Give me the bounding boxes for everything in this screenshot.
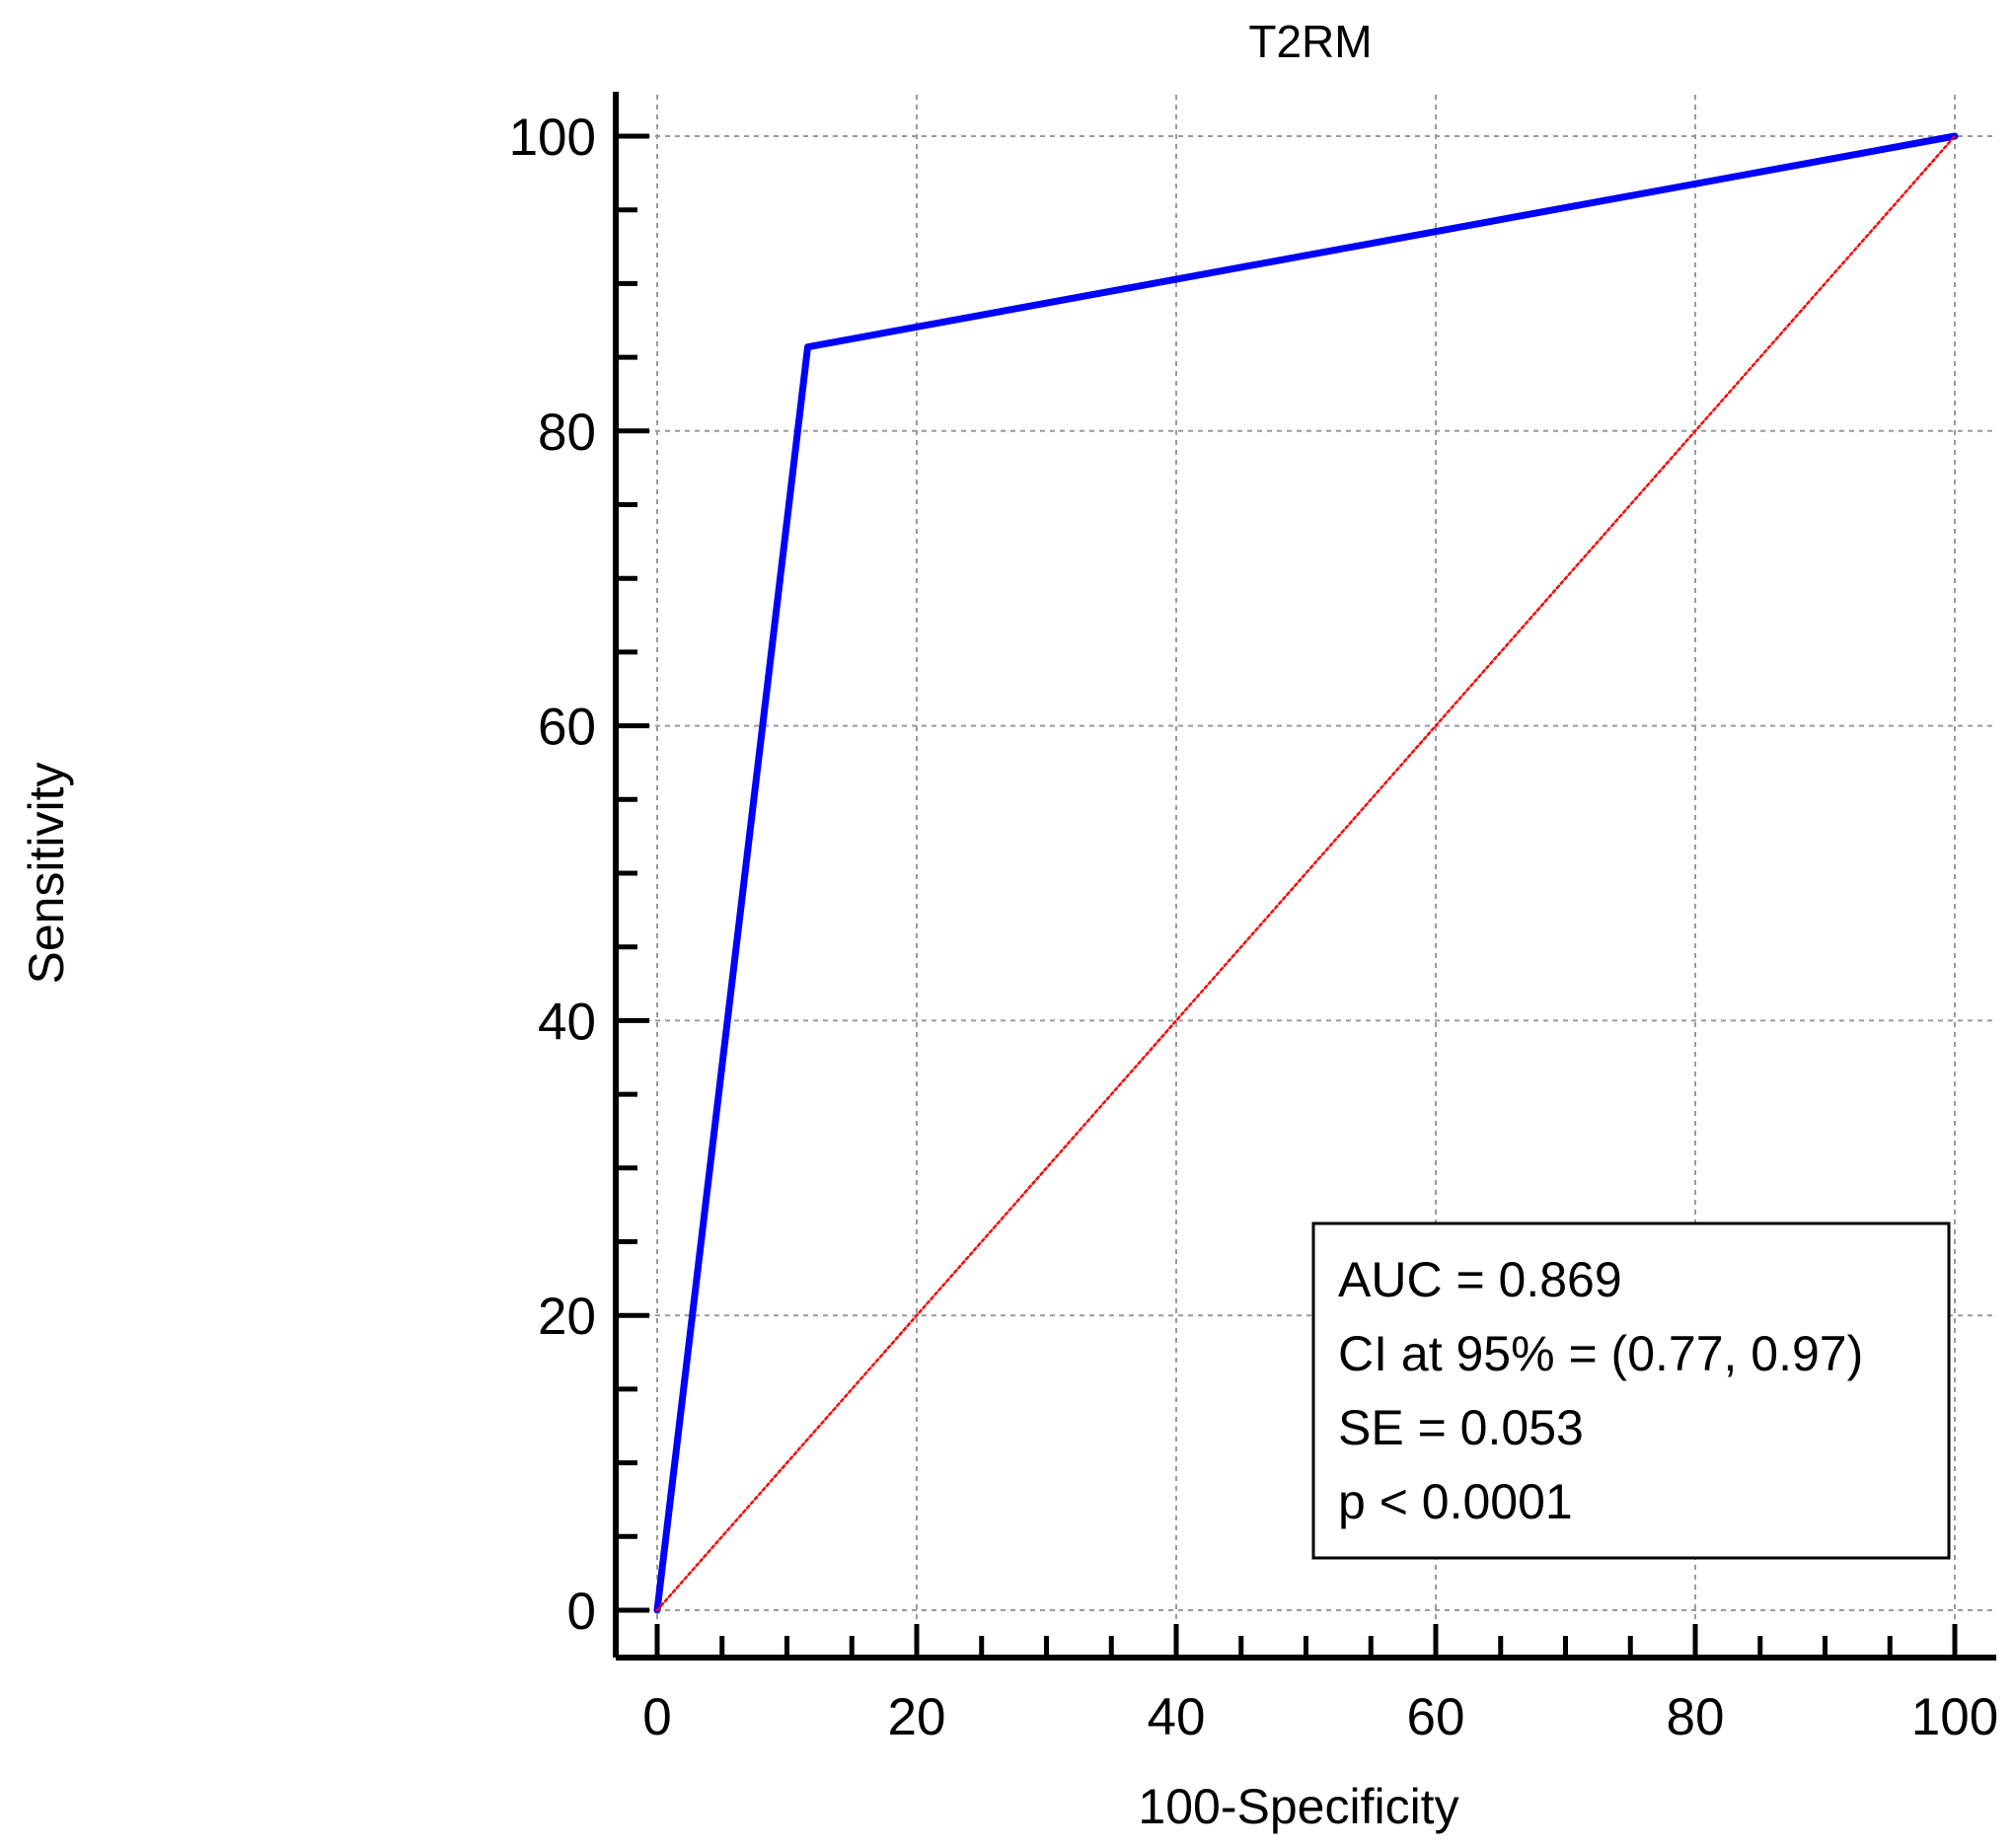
- y-tick-label: 100: [509, 109, 596, 167]
- se-text: SE = 0.053: [1338, 1400, 1584, 1455]
- roc-curve: [653, 132, 1959, 1614]
- ci-text: CI at 95% = (0.77, 0.97): [1338, 1326, 1863, 1381]
- x-tick-label: 0: [642, 1688, 671, 1746]
- legend-box: [1311, 1221, 1951, 1560]
- x-tick-label: 80: [1667, 1688, 1725, 1746]
- x-tick-label: 60: [1407, 1688, 1465, 1746]
- grid: [616, 95, 1996, 1658]
- auc-text: AUC = 0.869: [1338, 1252, 1622, 1307]
- y-axis-title: Sensitivity: [19, 762, 74, 984]
- y-tick-label: 40: [538, 993, 596, 1051]
- y-tick-label: 80: [538, 404, 596, 462]
- y-tick-label: 20: [538, 1288, 596, 1346]
- x-tick-label: 40: [1148, 1688, 1206, 1746]
- series-layer: [653, 132, 1959, 1614]
- x-tick-label: 20: [888, 1688, 946, 1746]
- p-value-text: p < 0.0001: [1338, 1474, 1573, 1529]
- stats-legend: AUC = 0.869 CI at 95% = (0.77, 0.97) SE = …: [1311, 1221, 1951, 1560]
- axes: 0 20 40 60 80 100 0 20 40 60 80 100: [509, 92, 1998, 1746]
- x-tick-label: 100: [1911, 1688, 1998, 1746]
- chart-title: T2RM: [1248, 16, 1372, 67]
- x-axis-title: 100-Specificity: [1138, 1779, 1458, 1834]
- reference-diagonal: [655, 134, 1957, 1612]
- y-tick-label: 60: [538, 699, 596, 757]
- y-tick-label: 0: [567, 1583, 596, 1641]
